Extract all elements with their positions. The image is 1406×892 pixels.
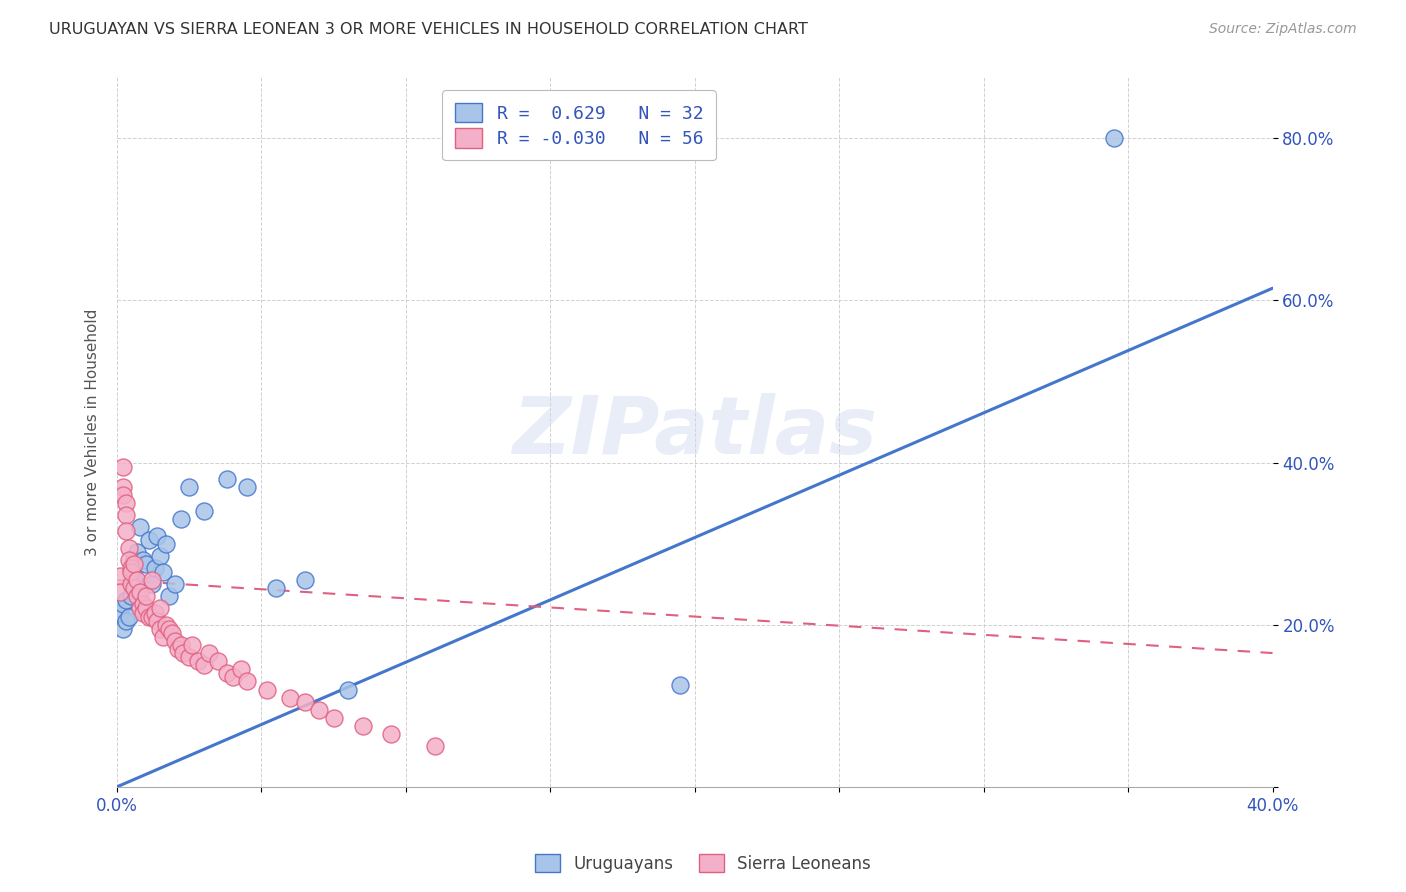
Point bbox=[179, 480, 201, 494]
Point bbox=[179, 650, 201, 665]
Point bbox=[108, 569, 131, 583]
Point bbox=[155, 536, 177, 550]
Point bbox=[152, 630, 174, 644]
Point bbox=[163, 634, 186, 648]
Point bbox=[236, 480, 259, 494]
Point bbox=[108, 585, 131, 599]
Point bbox=[221, 670, 243, 684]
Point bbox=[135, 557, 157, 571]
Point bbox=[198, 646, 221, 660]
Point bbox=[120, 565, 142, 579]
Point bbox=[294, 573, 316, 587]
Point bbox=[160, 625, 183, 640]
Point bbox=[117, 553, 139, 567]
Point bbox=[149, 601, 172, 615]
Point bbox=[127, 590, 149, 604]
Point bbox=[114, 508, 136, 523]
Point bbox=[294, 695, 316, 709]
Point bbox=[193, 658, 215, 673]
Point bbox=[215, 666, 238, 681]
Point bbox=[149, 549, 172, 563]
Point bbox=[124, 553, 146, 567]
Point bbox=[117, 541, 139, 555]
Point bbox=[124, 581, 146, 595]
Point bbox=[117, 609, 139, 624]
Point bbox=[152, 565, 174, 579]
Legend: Uruguayans, Sierra Leoneans: Uruguayans, Sierra Leoneans bbox=[529, 847, 877, 880]
Point bbox=[138, 609, 160, 624]
Point bbox=[141, 609, 163, 624]
Point bbox=[143, 561, 166, 575]
Point bbox=[114, 524, 136, 539]
Point bbox=[669, 678, 692, 692]
Point bbox=[352, 719, 374, 733]
Point bbox=[120, 561, 142, 575]
Point bbox=[120, 577, 142, 591]
Point bbox=[114, 593, 136, 607]
Point bbox=[256, 682, 278, 697]
Point bbox=[111, 480, 134, 494]
Point bbox=[163, 577, 186, 591]
Point bbox=[172, 646, 194, 660]
Point bbox=[193, 504, 215, 518]
Point bbox=[169, 512, 191, 526]
Point bbox=[129, 601, 152, 615]
Point bbox=[114, 614, 136, 628]
Point bbox=[146, 614, 169, 628]
Point bbox=[135, 601, 157, 615]
Point bbox=[423, 739, 446, 754]
Point bbox=[215, 472, 238, 486]
Point bbox=[111, 622, 134, 636]
Text: Source: ZipAtlas.com: Source: ZipAtlas.com bbox=[1209, 22, 1357, 37]
Point bbox=[114, 496, 136, 510]
Point bbox=[127, 573, 149, 587]
Point bbox=[166, 642, 188, 657]
Point bbox=[124, 557, 146, 571]
Point bbox=[169, 638, 191, 652]
Point bbox=[1102, 131, 1125, 145]
Point bbox=[120, 590, 142, 604]
Legend: R =  0.629   N = 32, R = -0.030   N = 56: R = 0.629 N = 32, R = -0.030 N = 56 bbox=[443, 90, 716, 161]
Y-axis label: 3 or more Vehicles in Household: 3 or more Vehicles in Household bbox=[86, 309, 100, 556]
Point bbox=[155, 617, 177, 632]
Text: ZIPatlas: ZIPatlas bbox=[512, 393, 877, 471]
Point bbox=[124, 569, 146, 583]
Point bbox=[111, 459, 134, 474]
Point bbox=[141, 573, 163, 587]
Point bbox=[135, 590, 157, 604]
Point bbox=[127, 545, 149, 559]
Point bbox=[111, 598, 134, 612]
Point bbox=[380, 727, 402, 741]
Text: URUGUAYAN VS SIERRA LEONEAN 3 OR MORE VEHICLES IN HOUSEHOLD CORRELATION CHART: URUGUAYAN VS SIERRA LEONEAN 3 OR MORE VE… bbox=[49, 22, 808, 37]
Point bbox=[157, 590, 180, 604]
Point bbox=[132, 598, 155, 612]
Point bbox=[129, 520, 152, 534]
Point bbox=[231, 662, 253, 676]
Point bbox=[111, 488, 134, 502]
Point bbox=[278, 690, 301, 705]
Point bbox=[322, 711, 344, 725]
Point bbox=[129, 585, 152, 599]
Point bbox=[157, 622, 180, 636]
Point bbox=[187, 654, 209, 668]
Point bbox=[181, 638, 204, 652]
Point bbox=[264, 581, 287, 595]
Point bbox=[108, 606, 131, 620]
Point bbox=[236, 674, 259, 689]
Point bbox=[146, 528, 169, 542]
Point bbox=[207, 654, 229, 668]
Point bbox=[138, 533, 160, 547]
Point bbox=[141, 577, 163, 591]
Point bbox=[308, 703, 330, 717]
Point bbox=[337, 682, 360, 697]
Point bbox=[143, 606, 166, 620]
Point bbox=[132, 553, 155, 567]
Point bbox=[132, 606, 155, 620]
Point bbox=[149, 622, 172, 636]
